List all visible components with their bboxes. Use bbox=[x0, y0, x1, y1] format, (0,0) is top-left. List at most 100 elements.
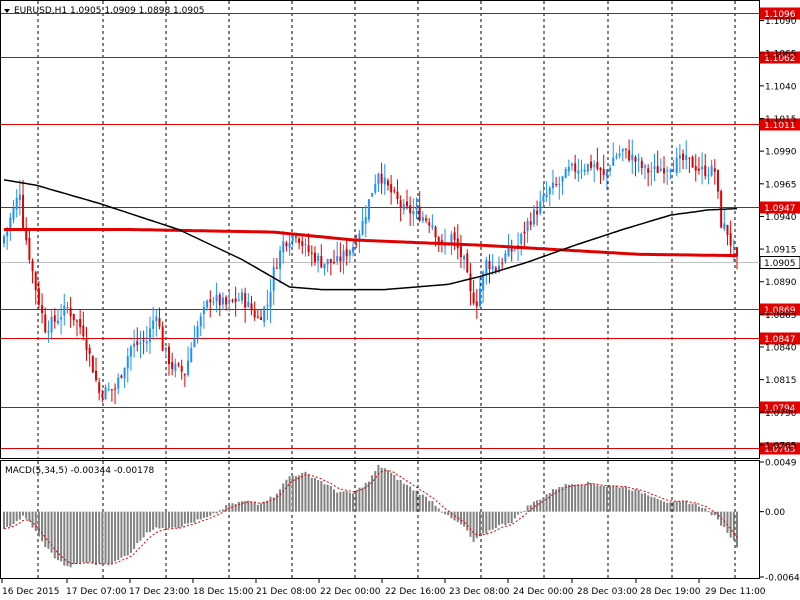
price-tick-label: 1.1040 bbox=[765, 82, 797, 92]
macd-bar bbox=[75, 511, 78, 564]
price-level-label: 1.0947 bbox=[764, 204, 796, 214]
macd-bar bbox=[240, 501, 243, 512]
candle-body bbox=[228, 299, 231, 304]
macd-bar bbox=[218, 510, 221, 512]
macd-bar bbox=[545, 494, 548, 512]
macd-bar bbox=[459, 511, 462, 525]
candle-body bbox=[152, 320, 155, 329]
macd-histogram bbox=[3, 464, 738, 568]
macd-bar bbox=[637, 489, 640, 512]
candle-body bbox=[529, 221, 532, 225]
macd-bar bbox=[726, 511, 729, 533]
macd-bar bbox=[716, 511, 719, 520]
candle-body bbox=[114, 388, 117, 390]
candle-body bbox=[402, 204, 405, 210]
candle-body bbox=[199, 316, 202, 327]
macd-bar bbox=[567, 484, 570, 512]
candle-body bbox=[415, 208, 418, 210]
candle-body bbox=[688, 157, 691, 159]
candle-body bbox=[631, 154, 634, 161]
macd-bar bbox=[402, 483, 405, 512]
macd-bar bbox=[570, 484, 573, 512]
candle-body bbox=[504, 253, 507, 262]
candle-body bbox=[669, 170, 672, 172]
candle-body bbox=[41, 305, 44, 314]
macd-bar bbox=[488, 511, 491, 531]
candle-body bbox=[663, 168, 666, 174]
macd-bar bbox=[539, 499, 542, 512]
candle-body bbox=[177, 363, 180, 365]
candlesticks bbox=[3, 139, 738, 405]
dropdown-triangle-icon[interactable] bbox=[4, 9, 10, 13]
macd-bar bbox=[650, 496, 653, 512]
candle-body bbox=[612, 157, 615, 166]
candle-body bbox=[34, 272, 37, 291]
macd-bar bbox=[12, 511, 15, 525]
candle-body bbox=[418, 206, 421, 221]
price-tick-label: 1.1090 bbox=[765, 17, 797, 27]
candle-body bbox=[380, 173, 383, 184]
macd-bar bbox=[244, 500, 247, 512]
candle-body bbox=[488, 260, 491, 270]
macd-bar bbox=[190, 511, 193, 523]
candle-body bbox=[583, 169, 586, 172]
candle-body bbox=[732, 246, 735, 248]
candle-body bbox=[707, 175, 710, 177]
candle-body bbox=[596, 162, 599, 169]
macd-bar bbox=[136, 511, 139, 544]
macd-bar bbox=[3, 511, 5, 529]
macd-bar bbox=[548, 492, 551, 512]
candle-body bbox=[329, 258, 332, 263]
candle-body bbox=[713, 168, 716, 172]
macd-bar bbox=[723, 511, 726, 528]
macd-bar bbox=[428, 500, 431, 512]
candle-body bbox=[485, 259, 488, 275]
candle-body bbox=[25, 227, 28, 241]
price-axis[interactable]: 1.1090 1.1065 1.1040 1.1015 1.0990 1.0965 1.09… bbox=[759, 17, 800, 451]
candle-body bbox=[602, 169, 605, 175]
candle-body bbox=[187, 360, 190, 376]
horizontal-levels[interactable]: 1.1096 1.1062 1.1011 1.0947 1.0869 1.0847 1.07… bbox=[1, 7, 800, 456]
candle-body bbox=[307, 245, 310, 253]
price-tick-label: 1.0765 bbox=[765, 441, 797, 451]
macd-bar bbox=[9, 511, 12, 527]
time-axis[interactable]: 16 Dec 2015 17 Dec 07:00 17 Dec 23:00 18 De… bbox=[1, 579, 766, 597]
macd-bar bbox=[609, 485, 612, 512]
macd-bar bbox=[237, 501, 240, 512]
time-tick-label: 22 Dec 00:00 bbox=[320, 587, 381, 597]
macd-bar bbox=[104, 511, 107, 564]
macd-bar bbox=[291, 475, 294, 512]
macd-bar bbox=[440, 511, 443, 513]
macd-bar bbox=[155, 511, 158, 528]
macd-bar bbox=[50, 511, 53, 553]
candle-body bbox=[434, 226, 437, 238]
macd-bar bbox=[631, 490, 634, 512]
macd-header: MACD(5,34,5) -0.00344 -0.00178 bbox=[5, 466, 155, 476]
time-tick-label: 29 Dec 11:00 bbox=[705, 587, 766, 597]
candle-body bbox=[28, 237, 31, 260]
candle-body bbox=[634, 156, 637, 162]
macd-bar bbox=[377, 464, 380, 512]
macd-bar bbox=[463, 511, 466, 527]
candle-body bbox=[555, 183, 558, 185]
candle-body bbox=[694, 166, 697, 171]
price-level-label: 1.0847 bbox=[764, 335, 796, 345]
macd-bar bbox=[348, 492, 351, 512]
price-tick-label: 1.0940 bbox=[765, 213, 797, 223]
macd-bar bbox=[596, 485, 599, 512]
candle-body bbox=[263, 307, 266, 323]
macd-bar bbox=[53, 511, 56, 559]
macd-bar bbox=[564, 483, 567, 512]
macd-bar bbox=[6, 511, 9, 527]
candle-body bbox=[272, 266, 275, 291]
macd-bar bbox=[425, 496, 428, 512]
candle-body bbox=[532, 209, 535, 225]
macd-bar bbox=[434, 505, 437, 512]
macd-bar bbox=[593, 484, 596, 512]
macd-bar bbox=[507, 511, 510, 524]
candle-body bbox=[15, 197, 18, 210]
candle-body bbox=[618, 153, 621, 156]
candle-body bbox=[345, 249, 348, 257]
